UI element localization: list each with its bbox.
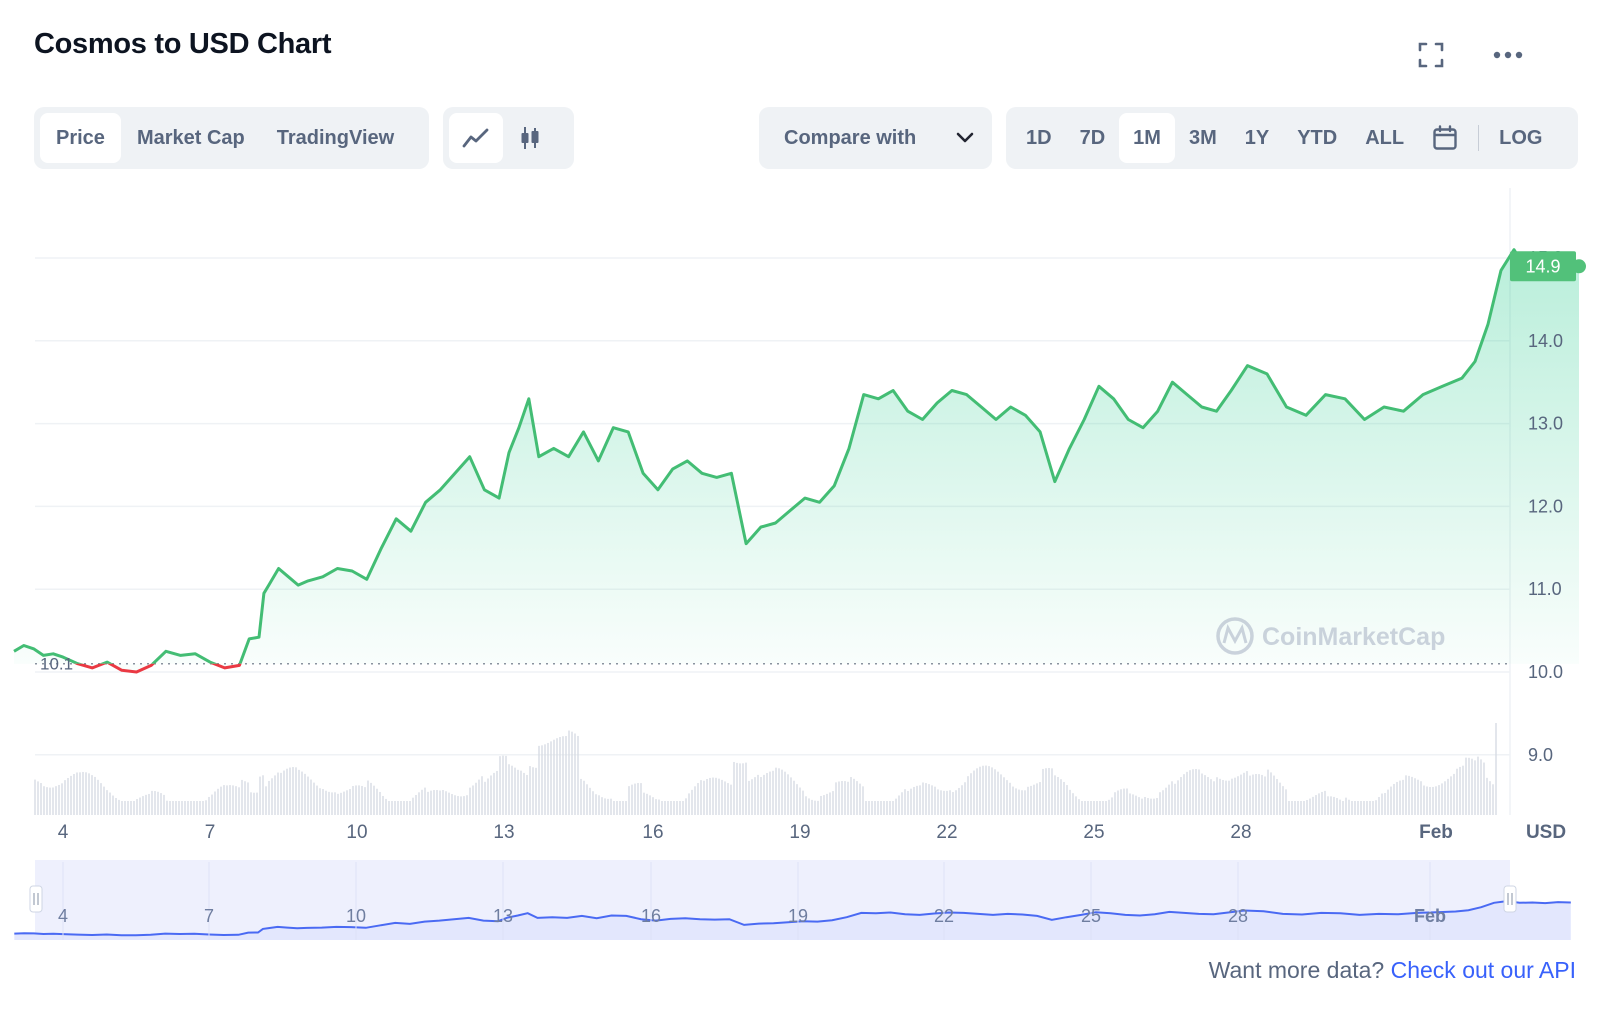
view-tabs: Price Market Cap TradingView [34, 107, 429, 169]
navigator-tick-label: Feb [1414, 906, 1446, 926]
navigator-area [14, 901, 1571, 940]
candlestick-button[interactable] [503, 113, 557, 163]
range-divider [1478, 125, 1480, 151]
range-all[interactable]: ALL [1365, 126, 1405, 149]
coinmarketcap-logo-mark [1222, 623, 1248, 645]
range-1d[interactable]: 1D [1026, 126, 1052, 149]
time-range-selector: 1D 7D 1M 3M 1Y YTD ALL LOG [1006, 107, 1578, 169]
page-title: Cosmos to USD Chart [34, 28, 332, 60]
chevron-down-icon [956, 132, 974, 143]
navigator-tick-label: 25 [1081, 906, 1101, 926]
watermark: CoinMarketCap [1216, 617, 1445, 655]
y-tick-label: 9.0 [1528, 745, 1553, 765]
navigator-tick-label: 28 [1228, 906, 1248, 926]
range-7d[interactable]: 7D [1079, 126, 1106, 149]
y-tick-label: 13.0 [1528, 414, 1563, 434]
line-chart-button[interactable] [449, 113, 503, 163]
open-price-label: 10.1 [40, 655, 73, 674]
navigator-tick-label: 7 [204, 906, 214, 926]
x-tick-label: 16 [642, 822, 663, 843]
range-ytd[interactable]: YTD [1297, 126, 1338, 149]
y-tick-label: 11.0 [1528, 579, 1562, 599]
navigator-tick-label: 19 [788, 906, 808, 926]
volume-layer [34, 723, 1497, 815]
navigator-axis: 4 7 10 13 16 19 22 25 28 Feb [58, 862, 1446, 940]
x-tick-label: 22 [936, 822, 957, 843]
navigator-handle-left[interactable] [29, 885, 43, 913]
y-tick-label: 14.0 [1528, 331, 1563, 351]
candlestick-icon [521, 127, 539, 149]
y-tick-label: 12.0 [1528, 496, 1563, 516]
watermark-text: CoinMarketCap [1262, 623, 1445, 651]
chart-type-toggle [443, 107, 574, 169]
range-3m[interactable]: 3M [1188, 126, 1217, 149]
navigator-line [14, 900, 1571, 937]
compare-with-dropdown[interactable]: Compare with [759, 107, 992, 169]
x-tick-label: 4 [58, 822, 69, 843]
range-1y[interactable]: 1Y [1244, 126, 1270, 149]
navigator-tick-label: 22 [934, 906, 954, 926]
x-tick-label: 28 [1230, 822, 1251, 843]
currency-label: USD [1526, 822, 1566, 843]
last-price-badge [1510, 251, 1576, 282]
coinmarketcap-logo-icon [1216, 617, 1254, 655]
more-horizontal-icon[interactable] [1491, 38, 1525, 72]
calendar-icon [1433, 125, 1457, 150]
fullscreen-icon[interactable] [1414, 38, 1448, 72]
x-tick-label: 13 [493, 822, 514, 843]
navigator: 4 7 10 13 16 19 22 25 28 Feb [14, 860, 1571, 940]
tab-tradingview[interactable]: TradingView [276, 126, 395, 149]
line-chart-icon [462, 128, 489, 148]
navigator-tick-label: 4 [58, 906, 68, 926]
navigator-tick-label: 13 [493, 906, 513, 926]
compare-with-label: Compare with [784, 126, 917, 149]
x-tick-label: 19 [789, 822, 810, 843]
x-tick-label: 7 [205, 822, 216, 843]
x-tick-label: 10 [346, 822, 367, 843]
calendar-button[interactable] [1418, 113, 1472, 163]
price-area [14, 249, 1579, 672]
last-price-label: 14.9 [1525, 256, 1560, 276]
x-tick-label: 25 [1083, 822, 1104, 843]
range-1m[interactable]: 1M [1119, 113, 1175, 163]
price-chart: CoinMarketCap 9.010.011.012.013.014.015.… [13, 188, 1586, 940]
navigator-tick-label: 16 [641, 906, 661, 926]
tab-market-cap[interactable]: Market Cap [136, 126, 245, 149]
price-line-up [13, 248, 1580, 664]
api-link[interactable]: Check out our API [1390, 957, 1576, 983]
navigator-tick-label: 10 [346, 906, 366, 926]
navigator-handle-right[interactable] [1503, 885, 1517, 913]
api-promo: Want more data? Check out our API [1209, 957, 1576, 984]
api-promo-text: Want more data? [1208, 957, 1385, 983]
y-tick-label: 10.0 [1528, 662, 1563, 682]
tab-price[interactable]: Price [40, 113, 121, 163]
x-tick-label: Feb [1419, 822, 1453, 843]
log-scale-toggle[interactable]: LOG [1499, 126, 1543, 149]
x-axis: 4 7 10 13 16 19 22 25 28 Feb [58, 822, 1453, 843]
